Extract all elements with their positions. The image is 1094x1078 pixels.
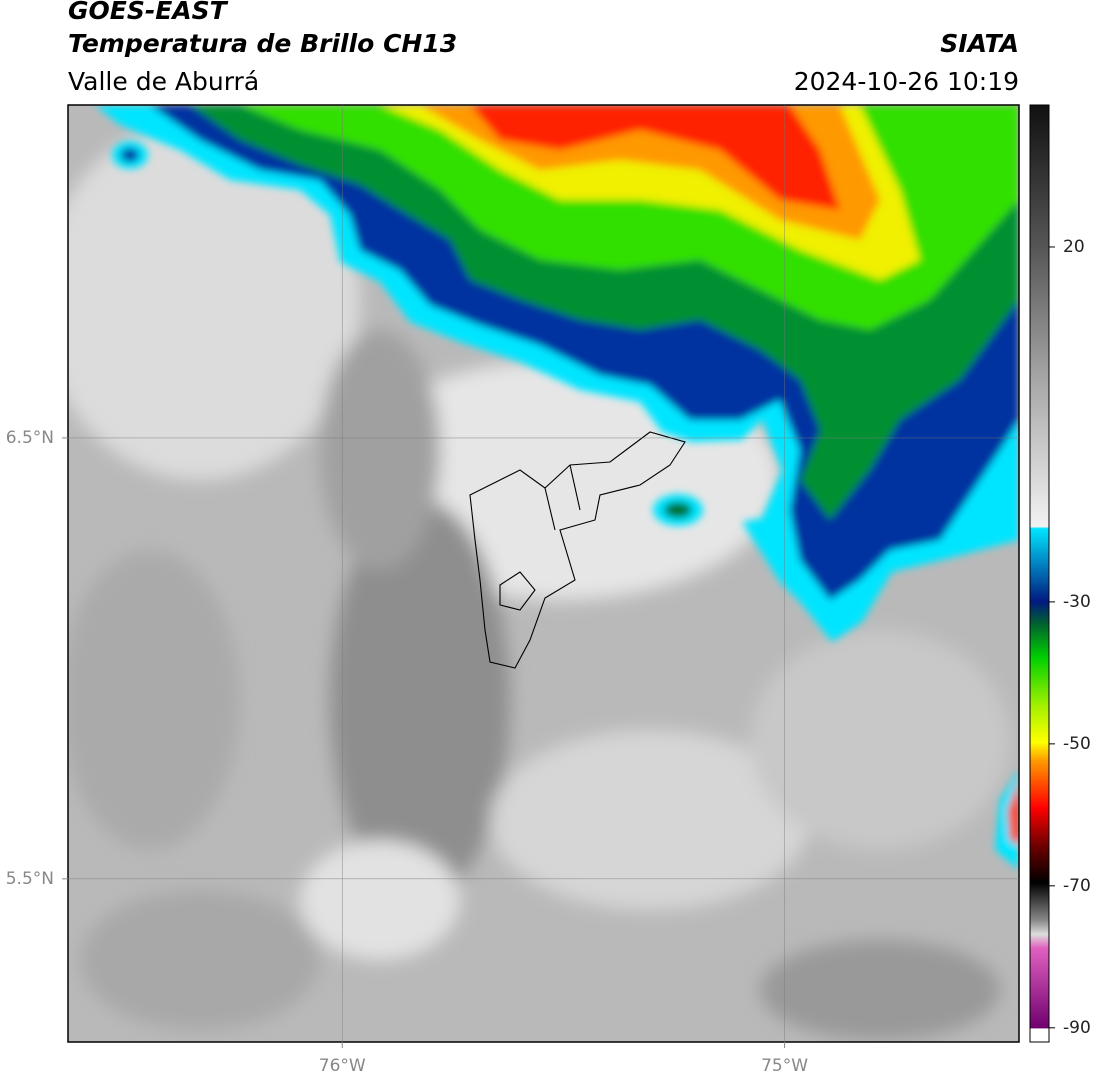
colorbar-label: -30 <box>1063 592 1091 612</box>
y-tick-label: 6.5°N <box>6 428 54 448</box>
colorbar-label: -50 <box>1063 734 1091 754</box>
colorbar <box>1029 104 1050 1043</box>
x-tick-label: 76°W <box>319 1056 366 1076</box>
x-tick-label: 75°W <box>761 1056 808 1076</box>
title: GOES-EAST <box>68 0 229 25</box>
y-tick-label: 5.5°N <box>6 869 54 889</box>
colorbar-label: -70 <box>1063 876 1091 896</box>
datetime: 2024-10-26 10:19 <box>794 67 1019 96</box>
subtitle: Temperatura de Brillo CH13 <box>68 29 457 58</box>
colorbar-label: 20 <box>1063 237 1085 257</box>
map-frame <box>67 104 1020 1043</box>
municipality-boundaries <box>469 431 686 669</box>
region: Valle de Aburrá <box>68 67 259 96</box>
satellite-image <box>68 105 1019 1042</box>
colorbar-label: -90 <box>1063 1018 1091 1038</box>
source: SIATA <box>940 29 1019 58</box>
